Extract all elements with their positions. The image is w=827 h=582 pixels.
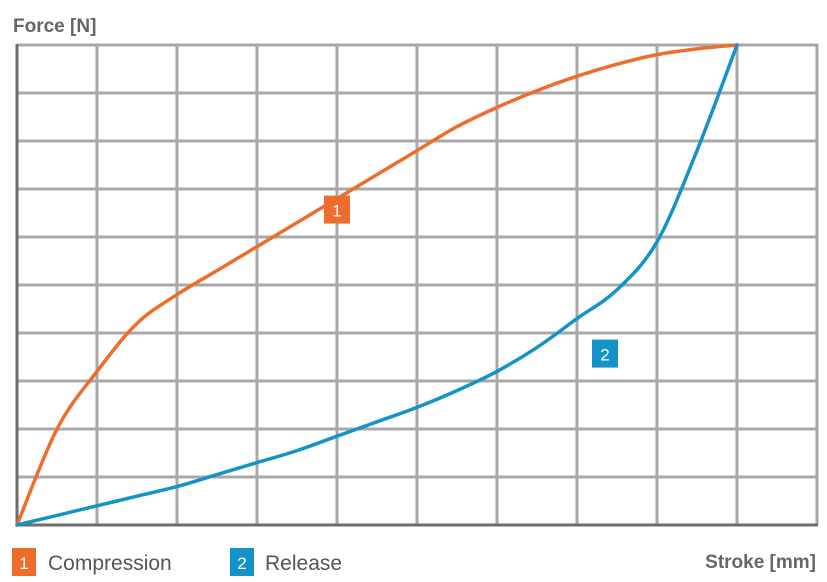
legend: 1 Compression 2 Release: [12, 548, 342, 576]
curve-marker-compression-label: 1: [332, 202, 341, 221]
curve-marker-release-box: [592, 339, 618, 368]
legend-label-release: Release: [265, 552, 342, 575]
legend-marker-compression: 1: [19, 554, 28, 573]
legend-item-compression: 1 Compression: [12, 548, 172, 576]
y-axis-label: Force [N]: [13, 16, 96, 37]
curve-marker-compression-box: [324, 195, 350, 224]
curve-marker-compression: 1: [324, 195, 350, 224]
curve-marker-release-label: 2: [600, 346, 609, 365]
curve-marker-release: 2: [592, 339, 618, 368]
series-lines: [15, 43, 739, 527]
axes: [15, 44, 818, 527]
series-line-compression: [15, 43, 739, 527]
legend-label-compression: Compression: [48, 552, 172, 575]
series-line-release: [15, 43, 739, 527]
legend-item-release: 2 Release: [230, 548, 342, 576]
series-markers: 12: [324, 195, 618, 368]
x-axis-label: Stroke [mm]: [705, 552, 816, 573]
grid: [17, 43, 819, 525]
legend-swatch-compression: [12, 548, 36, 576]
legend-swatch-release: [230, 548, 254, 576]
legend-marker-release: 2: [237, 554, 246, 573]
